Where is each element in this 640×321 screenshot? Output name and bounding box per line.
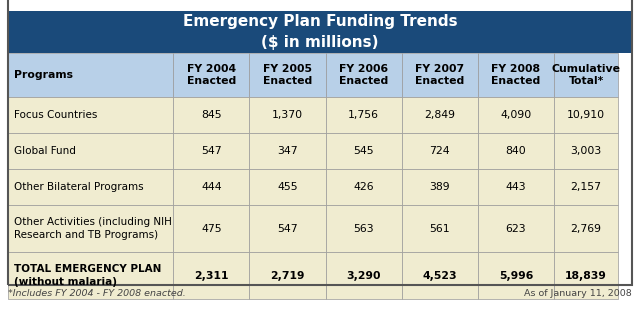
Bar — [326, 205, 402, 252]
Text: Global Fund: Global Fund — [14, 146, 76, 156]
Bar — [554, 252, 618, 299]
Bar — [554, 169, 618, 205]
Bar — [554, 205, 618, 252]
Bar — [250, 169, 326, 205]
Bar — [554, 133, 618, 169]
Text: 623: 623 — [506, 224, 526, 234]
Bar — [478, 205, 554, 252]
Bar — [8, 11, 632, 53]
Bar — [250, 97, 326, 133]
Text: 724: 724 — [429, 146, 450, 156]
Text: 2,157: 2,157 — [571, 182, 602, 192]
Bar — [173, 97, 250, 133]
Bar — [173, 133, 250, 169]
Text: 1,756: 1,756 — [348, 110, 379, 120]
Bar — [173, 53, 250, 97]
Text: 475: 475 — [201, 224, 221, 234]
Bar — [326, 252, 402, 299]
Bar — [478, 97, 554, 133]
Text: 547: 547 — [277, 224, 298, 234]
Text: FY 2004
Enacted: FY 2004 Enacted — [187, 64, 236, 86]
Bar — [326, 53, 402, 97]
Text: 1,370: 1,370 — [272, 110, 303, 120]
Text: 545: 545 — [353, 146, 374, 156]
Text: 444: 444 — [201, 182, 221, 192]
Bar — [402, 97, 478, 133]
Text: 3,290: 3,290 — [346, 271, 381, 281]
Text: 3,003: 3,003 — [570, 146, 602, 156]
Text: As of January 11, 2008: As of January 11, 2008 — [524, 289, 632, 298]
Bar — [173, 169, 250, 205]
Text: FY 2005
Enacted: FY 2005 Enacted — [263, 64, 312, 86]
Bar — [402, 169, 478, 205]
Text: 2,719: 2,719 — [270, 271, 305, 281]
Bar — [402, 53, 478, 97]
Text: TOTAL EMERGENCY PLAN
(without malaria): TOTAL EMERGENCY PLAN (without malaria) — [14, 265, 161, 287]
Text: 561: 561 — [429, 224, 450, 234]
Text: 10,910: 10,910 — [567, 110, 605, 120]
Text: 563: 563 — [353, 224, 374, 234]
Text: Other Activities (including NIH
Research and TB Programs): Other Activities (including NIH Research… — [14, 217, 172, 240]
Text: 2,769: 2,769 — [571, 224, 602, 234]
Bar — [8, 0, 632, 285]
Text: Cumulative
Total*: Cumulative Total* — [552, 64, 621, 86]
Bar — [478, 169, 554, 205]
Text: 4,523: 4,523 — [422, 271, 457, 281]
Text: FY 2006
Enacted: FY 2006 Enacted — [339, 64, 388, 86]
Text: 389: 389 — [429, 182, 450, 192]
Text: 5,996: 5,996 — [499, 271, 533, 281]
Text: 2,849: 2,849 — [424, 110, 455, 120]
Text: Focus Countries: Focus Countries — [14, 110, 97, 120]
Bar — [250, 252, 326, 299]
Text: *Includes FY 2004 - FY 2008 enacted.: *Includes FY 2004 - FY 2008 enacted. — [8, 289, 186, 298]
Text: 845: 845 — [201, 110, 221, 120]
Text: Programs: Programs — [14, 70, 73, 80]
Text: 547: 547 — [201, 146, 221, 156]
Bar — [554, 97, 618, 133]
Bar — [250, 205, 326, 252]
Bar — [173, 252, 250, 299]
Text: 2,311: 2,311 — [194, 271, 228, 281]
Text: 347: 347 — [277, 146, 298, 156]
Text: Other Bilateral Programs: Other Bilateral Programs — [14, 182, 143, 192]
Bar — [478, 53, 554, 97]
Text: 426: 426 — [353, 182, 374, 192]
Bar — [173, 205, 250, 252]
Bar — [326, 169, 402, 205]
Text: 455: 455 — [277, 182, 298, 192]
Bar — [8, 205, 173, 252]
Text: FY 2007
Enacted: FY 2007 Enacted — [415, 64, 465, 86]
Text: 18,839: 18,839 — [565, 271, 607, 281]
Bar — [326, 133, 402, 169]
Bar — [326, 97, 402, 133]
Bar — [478, 133, 554, 169]
Text: 840: 840 — [506, 146, 526, 156]
Bar — [8, 53, 173, 97]
Bar — [402, 133, 478, 169]
Text: FY 2008
Enacted: FY 2008 Enacted — [492, 64, 541, 86]
Bar — [554, 53, 618, 97]
Text: 4,090: 4,090 — [500, 110, 532, 120]
Bar — [8, 169, 173, 205]
Bar — [478, 252, 554, 299]
Text: 443: 443 — [506, 182, 526, 192]
Bar — [8, 133, 173, 169]
Bar — [250, 133, 326, 169]
Bar — [8, 97, 173, 133]
Bar — [402, 252, 478, 299]
Bar — [402, 205, 478, 252]
Bar — [250, 53, 326, 97]
Text: Emergency Plan Funding Trends
($ in millions): Emergency Plan Funding Trends ($ in mill… — [182, 14, 458, 50]
Bar — [8, 252, 173, 299]
